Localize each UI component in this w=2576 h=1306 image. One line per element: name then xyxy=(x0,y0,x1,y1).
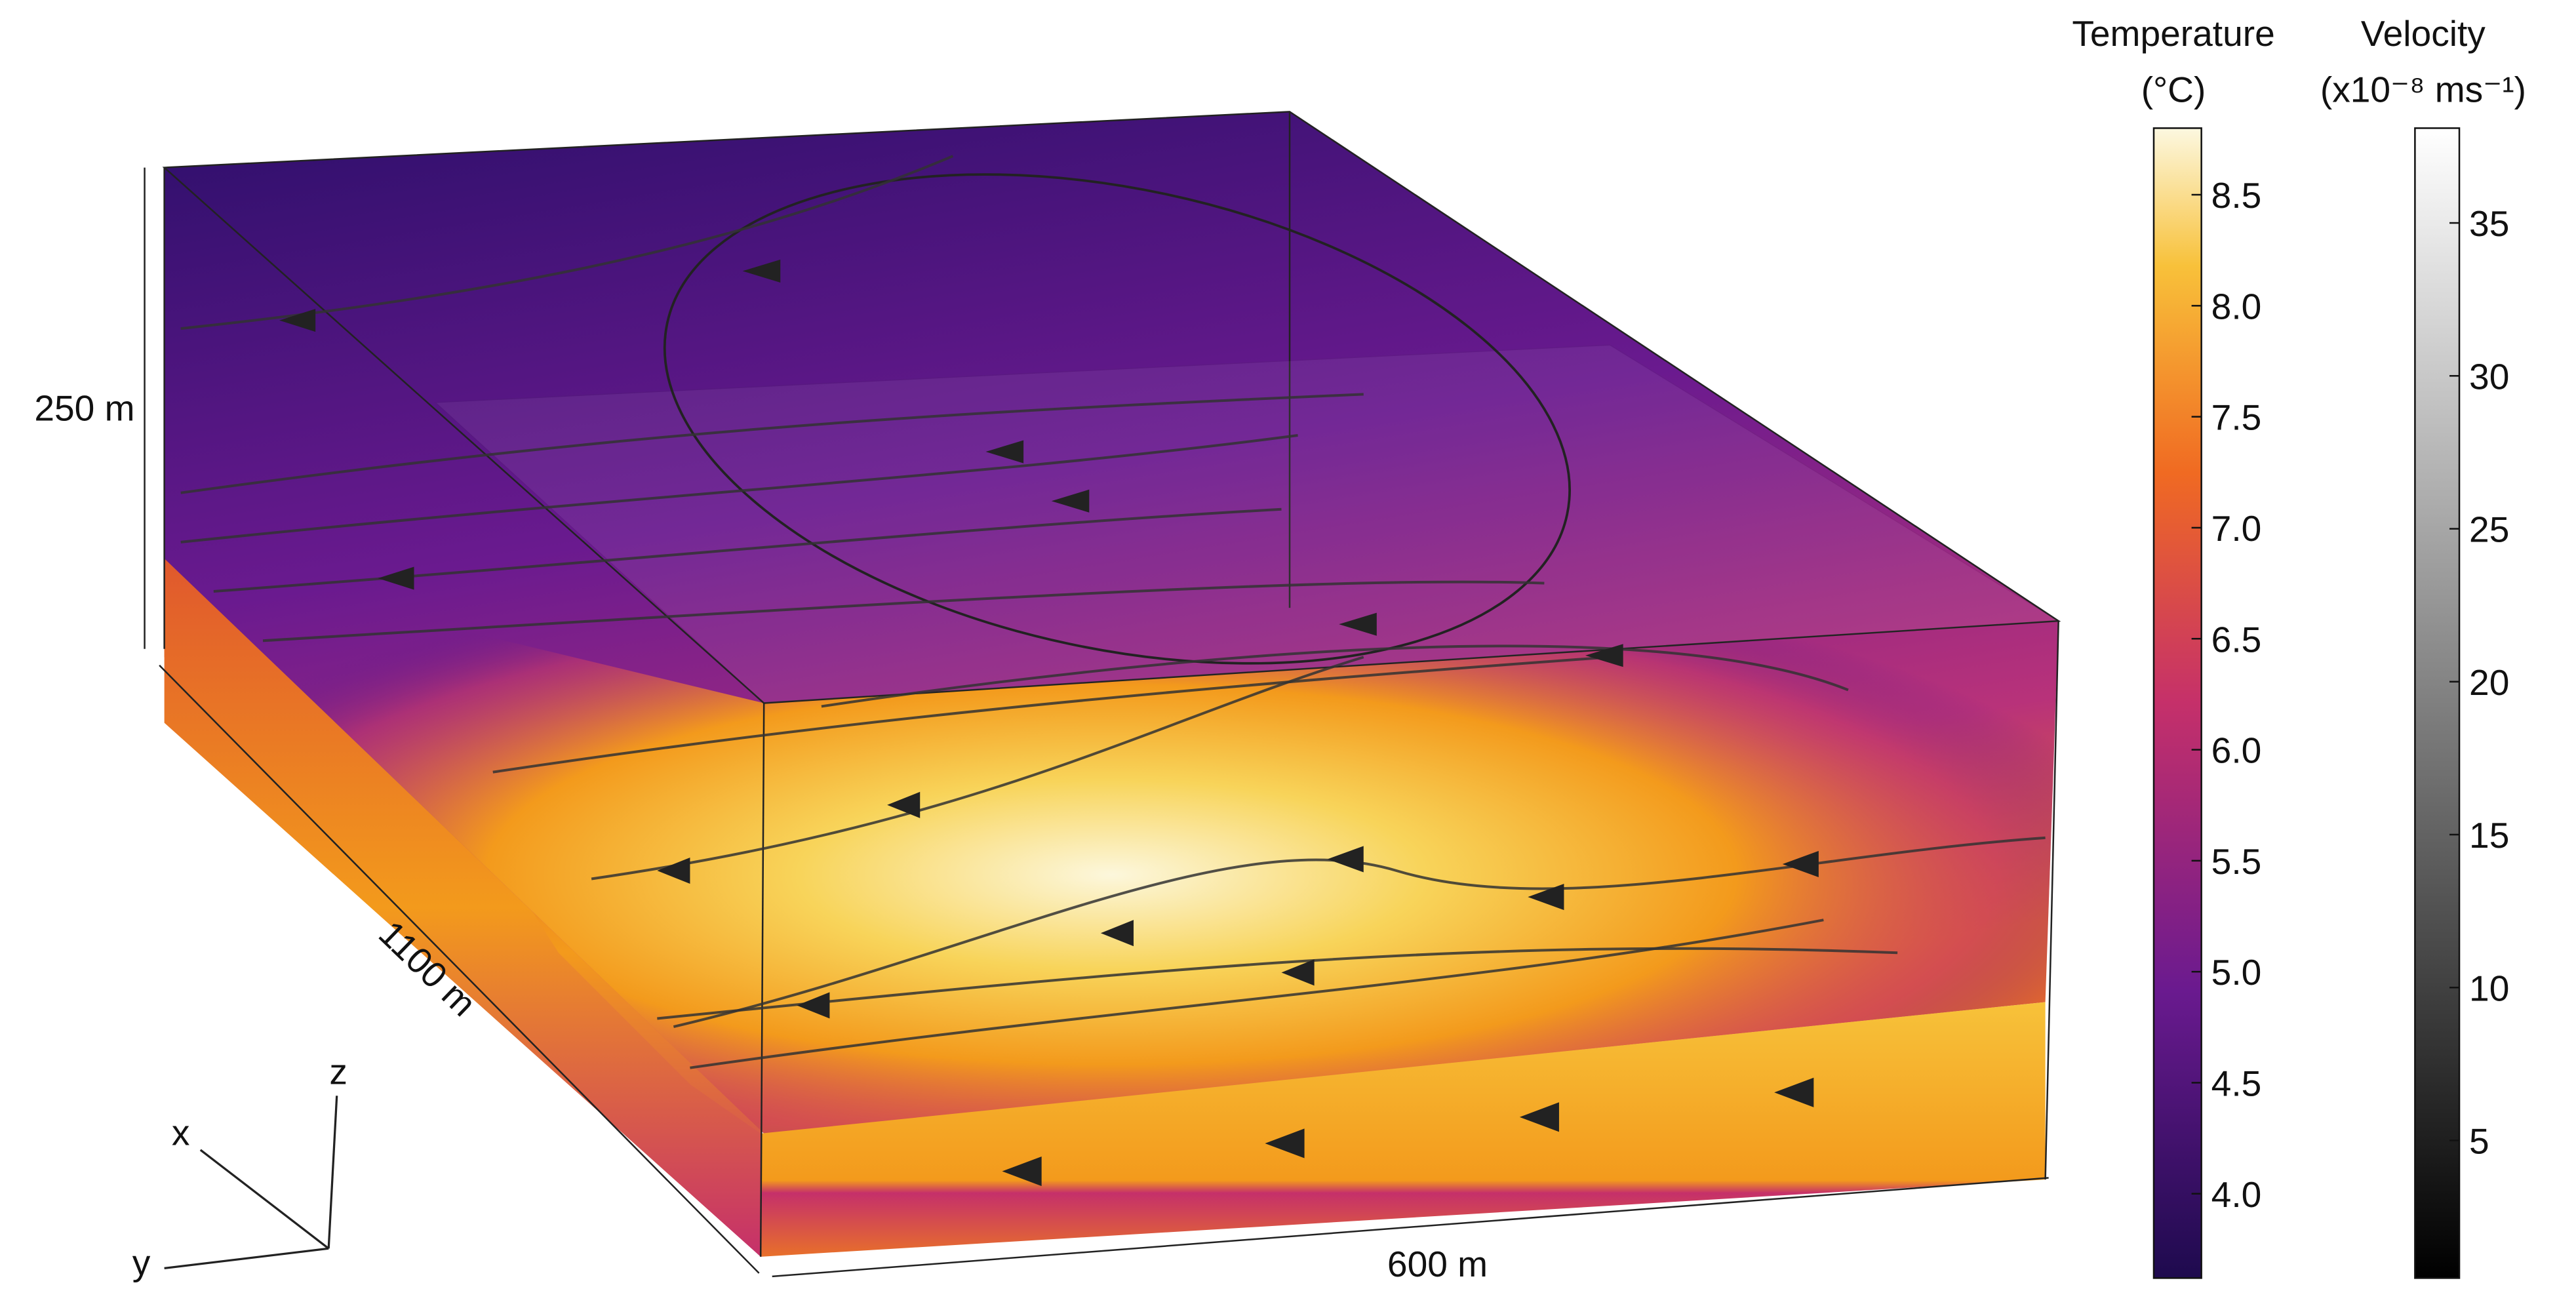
colorbar-tick-label: 15 xyxy=(2469,815,2509,856)
colorbar-tick-label: 6.5 xyxy=(2211,619,2262,660)
colorbar-tick-label: 8.5 xyxy=(2211,175,2262,216)
colorbar-tick-label: 20 xyxy=(2469,662,2509,703)
dimension-line xyxy=(772,1177,2049,1278)
dimension-line xyxy=(159,664,760,1274)
colorbar-tick-label: 5 xyxy=(2469,1121,2489,1162)
height-label: 250 m xyxy=(34,387,134,428)
colorbar-tick-label: 8.0 xyxy=(2211,286,2262,326)
box-edge xyxy=(759,703,765,1257)
axis-label: z xyxy=(329,1052,347,1092)
colorbar-unit: (x10⁻⁸ ms⁻¹) xyxy=(2320,69,2526,109)
colorbar-tick-label: 6.0 xyxy=(2211,730,2262,771)
colorbar-unit: (°C) xyxy=(2141,69,2206,109)
colorbar-tick-label: 35 xyxy=(2469,203,2509,244)
width-label: 600 m xyxy=(1387,1244,1488,1284)
colorbar-tick-label: 4.0 xyxy=(2211,1174,2262,1215)
colorbar-tick-label: 4.5 xyxy=(2211,1063,2262,1103)
axis-label: x xyxy=(172,1112,190,1153)
colorbar-title: Temperature xyxy=(2072,13,2274,54)
axis-label: y xyxy=(132,1242,151,1282)
pit-outline xyxy=(663,173,1571,665)
box-edge xyxy=(2044,621,2059,1180)
colorbar-tick-label: 10 xyxy=(2469,968,2509,1008)
streamlines xyxy=(180,155,2046,1069)
colorbar-tick-label: 25 xyxy=(2469,509,2509,550)
colorbar-tick-label: 7.0 xyxy=(2211,508,2262,549)
colorbar-tick-label: 30 xyxy=(2469,356,2509,397)
colorbar-title: Velocity xyxy=(2361,13,2486,54)
colorbar-tick-label: 5.5 xyxy=(2211,841,2262,882)
colorbar-tick-label: 7.5 xyxy=(2211,397,2262,438)
colorbar-tick-label: 5.0 xyxy=(2211,952,2262,993)
flow-arrows xyxy=(279,259,1819,1187)
axis-triad xyxy=(164,1096,338,1269)
left-slope xyxy=(164,558,761,1257)
temperature-colorbar xyxy=(2152,127,2202,1279)
front-face xyxy=(761,1002,2046,1257)
velocity-colorbar xyxy=(2414,127,2461,1279)
warm-zone xyxy=(164,558,2059,1134)
inner-plane xyxy=(434,344,2061,704)
